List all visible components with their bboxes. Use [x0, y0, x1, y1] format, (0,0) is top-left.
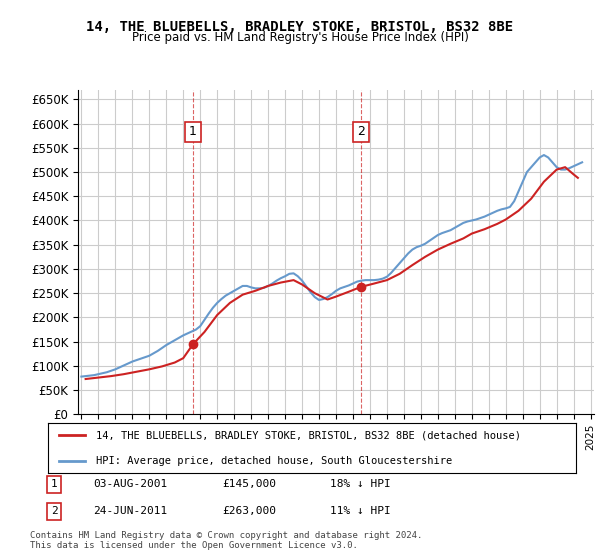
Text: £263,000: £263,000: [222, 506, 276, 516]
Text: 18% ↓ HPI: 18% ↓ HPI: [330, 479, 391, 489]
Text: Contains HM Land Registry data © Crown copyright and database right 2024.
This d: Contains HM Land Registry data © Crown c…: [30, 530, 422, 550]
Text: 03-AUG-2001: 03-AUG-2001: [93, 479, 167, 489]
Text: 14, THE BLUEBELLS, BRADLEY STOKE, BRISTOL, BS32 8BE (detached house): 14, THE BLUEBELLS, BRADLEY STOKE, BRISTO…: [95, 431, 521, 440]
Text: 11% ↓ HPI: 11% ↓ HPI: [330, 506, 391, 516]
Text: 2: 2: [50, 506, 58, 516]
Text: 24-JUN-2011: 24-JUN-2011: [93, 506, 167, 516]
Text: 1: 1: [50, 479, 58, 489]
Text: £145,000: £145,000: [222, 479, 276, 489]
Text: Price paid vs. HM Land Registry's House Price Index (HPI): Price paid vs. HM Land Registry's House …: [131, 31, 469, 44]
Text: HPI: Average price, detached house, South Gloucestershire: HPI: Average price, detached house, Sout…: [95, 456, 452, 465]
Text: 2: 2: [357, 125, 365, 138]
Text: 14, THE BLUEBELLS, BRADLEY STOKE, BRISTOL, BS32 8BE: 14, THE BLUEBELLS, BRADLEY STOKE, BRISTO…: [86, 20, 514, 34]
Text: 1: 1: [189, 125, 197, 138]
